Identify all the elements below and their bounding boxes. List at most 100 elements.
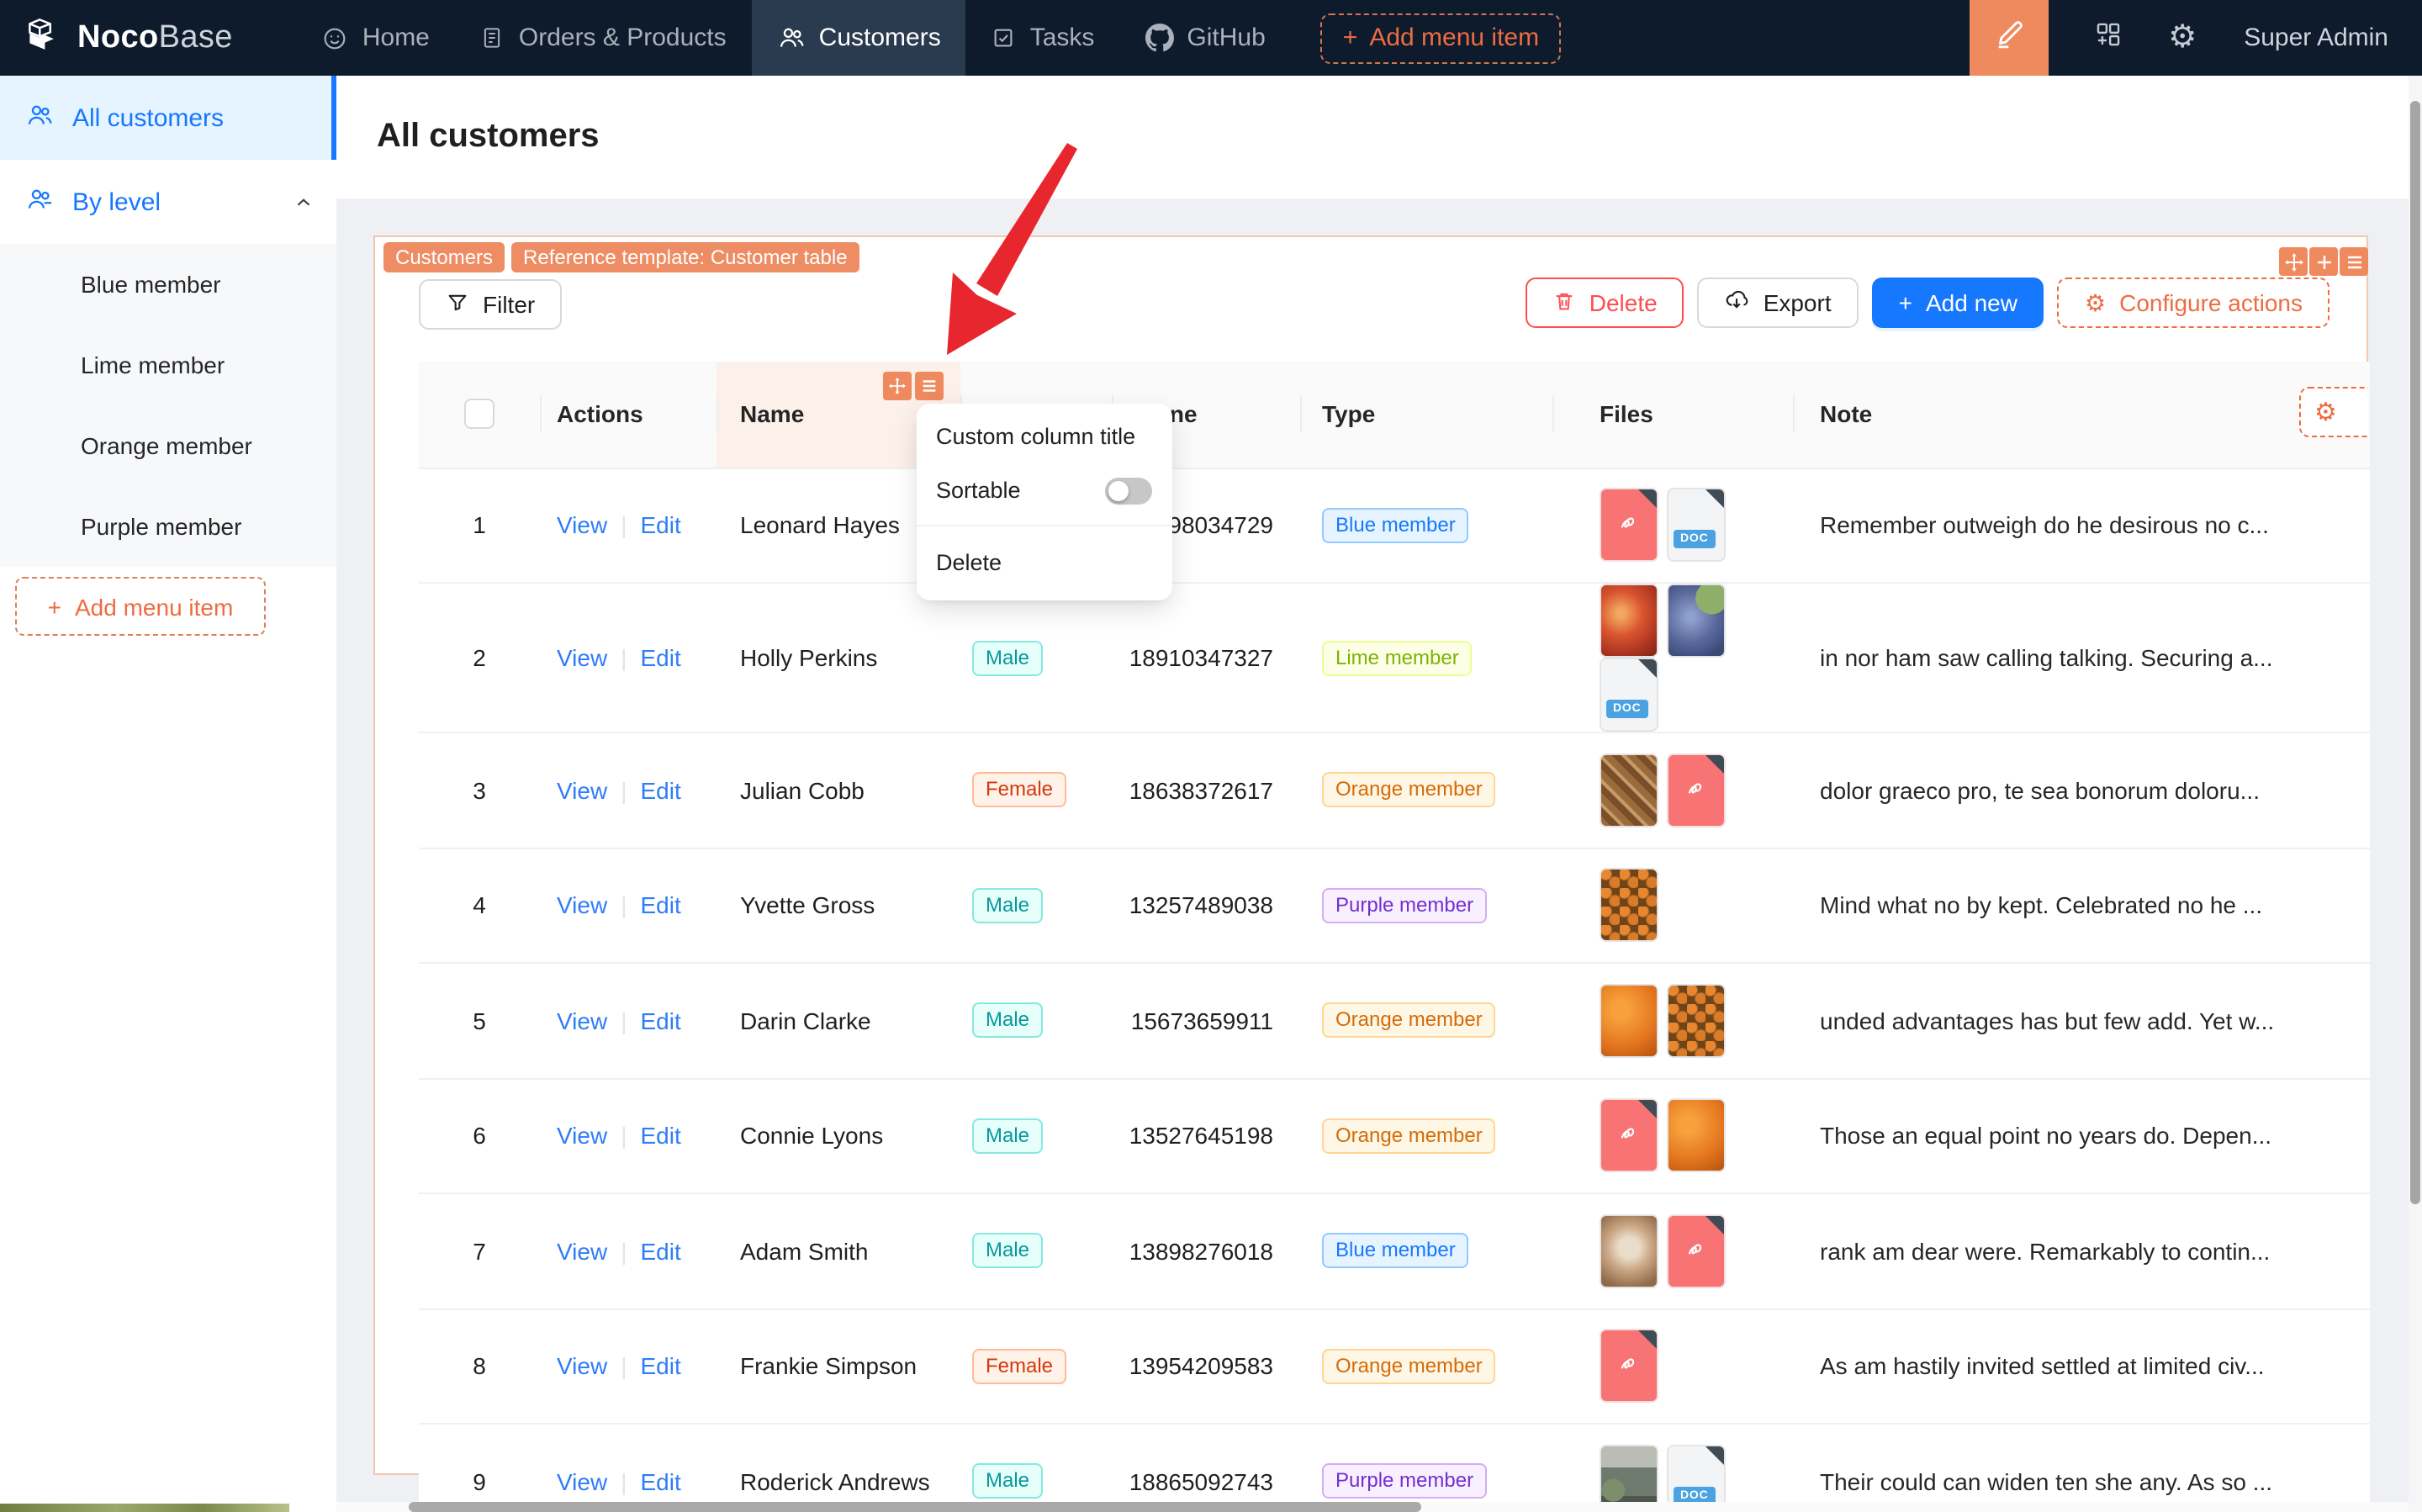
image-attachment-crate[interactable] xyxy=(1667,983,1726,1058)
menu-item-custom-column-title[interactable]: Custom column title xyxy=(936,424,1136,449)
page-header: All customers xyxy=(336,76,2422,198)
user-menu[interactable]: Super Admin xyxy=(2244,24,2388,52)
nav-item-tasks[interactable]: Tasks xyxy=(966,0,1120,76)
edit-link[interactable]: Edit xyxy=(640,891,681,919)
doc-attachment-icon[interactable]: DOC xyxy=(1667,1444,1726,1512)
add-new-button[interactable]: + Add new xyxy=(1871,278,2044,328)
ui-editor-button[interactable] xyxy=(1970,0,2049,76)
gender-tag: Male xyxy=(972,640,1044,675)
row-index: 5 xyxy=(473,1007,486,1034)
column-header-actions[interactable]: Actions xyxy=(540,361,717,468)
sidebar-item-blue-member[interactable]: Blue member xyxy=(81,271,221,298)
pdf-attachment-icon[interactable] xyxy=(1600,488,1658,563)
image-attachment-grapes[interactable] xyxy=(1667,584,1726,658)
horizontal-scrollbar-thumb[interactable] xyxy=(409,1502,1421,1512)
gender-cell: Male xyxy=(960,583,1112,733)
column-header-type[interactable]: Type xyxy=(1300,361,1552,468)
cloud-download-icon xyxy=(1725,288,1750,318)
nav-item-customers[interactable]: Customers xyxy=(751,0,966,76)
vertical-scrollbar-thumb[interactable] xyxy=(2410,101,2420,1204)
drag-column-icon[interactable] xyxy=(883,372,912,400)
image-attachment-crate[interactable] xyxy=(1600,868,1658,943)
image-attachment-mosaic[interactable] xyxy=(1600,753,1658,827)
add-block-icon[interactable] xyxy=(2309,247,2338,276)
pdf-attachment-icon[interactable] xyxy=(1667,1213,1726,1288)
select-all-checkbox[interactable] xyxy=(464,399,494,430)
row-actions-cell: View | Edit xyxy=(540,1078,717,1194)
customer-name-cell: Roderick Andrews xyxy=(717,1424,960,1512)
image-attachment-oranges[interactable] xyxy=(1667,1098,1726,1173)
stub-cell xyxy=(2323,1193,2370,1309)
doc-attachment-icon[interactable]: DOC xyxy=(1667,488,1726,563)
sidebar-add-menu-item-button[interactable]: + Add menu item xyxy=(15,577,266,636)
brand[interactable]: NocoBase xyxy=(25,14,233,61)
phone-cell: 13527645198 xyxy=(1112,1078,1300,1194)
edit-link[interactable]: Edit xyxy=(640,511,681,539)
sortable-toggle[interactable] xyxy=(1104,477,1151,504)
settings-button[interactable]: ⚙ xyxy=(2168,22,2197,54)
block-menu-icon[interactable] xyxy=(2340,247,2368,276)
view-link[interactable]: View xyxy=(557,891,608,919)
view-link[interactable]: View xyxy=(557,1007,608,1034)
files-cell: DOC xyxy=(1552,583,1793,733)
member-type-tag: Orange member xyxy=(1322,1118,1496,1154)
row-actions-cell: View | Edit xyxy=(540,1308,717,1425)
pdf-attachment-icon[interactable] xyxy=(1600,1098,1658,1173)
drag-block-icon[interactable] xyxy=(2279,247,2308,276)
people-level-icon xyxy=(25,184,54,219)
column-menu-icon[interactable] xyxy=(915,372,944,400)
sidebar-item-orange-member[interactable]: Orange member xyxy=(81,432,252,459)
sidebar-item-by-level[interactable]: By level xyxy=(0,160,336,244)
edit-link[interactable]: Edit xyxy=(640,1467,681,1495)
vertical-scrollbar xyxy=(2409,76,2422,1512)
stub-cell xyxy=(2323,583,2370,733)
view-link[interactable]: View xyxy=(557,1237,608,1265)
nav-item-orders-products[interactable]: Orders & Products xyxy=(455,0,752,76)
nav-add-menu-item-button[interactable]: + Add menu item xyxy=(1320,13,1562,63)
image-attachment-storefront[interactable] xyxy=(1600,1444,1658,1512)
view-link[interactable]: View xyxy=(557,776,608,804)
people-icon xyxy=(25,100,54,135)
doc-attachment-icon[interactable]: DOC xyxy=(1600,658,1658,732)
row-actions-cell: View | Edit xyxy=(540,732,717,849)
edit-link[interactable]: Edit xyxy=(640,1352,681,1380)
image-attachment-coffee[interactable] xyxy=(1600,1213,1658,1288)
configure-actions-button[interactable]: ⚙ Configure actions xyxy=(2057,278,2329,328)
view-link[interactable]: View xyxy=(557,511,608,539)
export-button[interactable]: Export xyxy=(1697,278,1859,328)
column-config-buttons xyxy=(883,372,944,400)
table-row: 2 View | Edit Holly Perkins Male 18910347327 Li… xyxy=(419,583,2370,733)
pdf-attachment-icon[interactable] xyxy=(1600,1329,1658,1404)
plugin-manager-button[interactable] xyxy=(2094,19,2123,56)
configure-columns-button[interactable]: ⚙ xyxy=(2299,387,2368,437)
delete-button[interactable]: Delete xyxy=(1525,278,1684,328)
view-link[interactable]: View xyxy=(557,644,608,671)
view-link[interactable]: View xyxy=(557,1122,608,1150)
type-cell: Orange member xyxy=(1300,1308,1552,1425)
edit-link[interactable]: Edit xyxy=(640,1007,681,1034)
image-attachment-oranges[interactable] xyxy=(1600,983,1658,1058)
menu-item-delete-column[interactable]: Delete xyxy=(936,550,1002,575)
pdf-attachment-icon[interactable] xyxy=(1667,753,1726,827)
sidebar-item-all-customers[interactable]: All customers xyxy=(0,76,336,160)
filter-button[interactable]: Filter xyxy=(419,279,563,330)
sidebar-item-label: By level xyxy=(72,188,161,216)
menu-item-sortable[interactable]: Sortable xyxy=(916,463,1171,517)
divider: | xyxy=(621,1467,627,1495)
image-attachment-pomegranate[interactable] xyxy=(1600,584,1658,658)
edit-link[interactable]: Edit xyxy=(640,1237,681,1265)
member-type-tag: Blue member xyxy=(1322,1233,1469,1269)
edit-link[interactable]: Edit xyxy=(640,644,681,671)
nav-item-github[interactable]: GitHub xyxy=(1119,0,1290,76)
sidebar-item-purple-member[interactable]: Purple member xyxy=(81,513,242,540)
view-link[interactable]: View xyxy=(557,1467,608,1495)
column-header-files[interactable]: Files xyxy=(1552,361,1793,468)
view-link[interactable]: View xyxy=(557,1352,608,1380)
edit-link[interactable]: Edit xyxy=(640,1122,681,1150)
customer-name-cell: Frankie Simpson xyxy=(717,1308,960,1425)
edit-link[interactable]: Edit xyxy=(640,776,681,804)
nav-item-home[interactable]: Home xyxy=(297,0,455,76)
sidebar-item-lime-member[interactable]: Lime member xyxy=(81,352,225,378)
column-header-note[interactable]: Note xyxy=(1793,361,2323,468)
wallpaper-artifact xyxy=(0,1504,289,1512)
